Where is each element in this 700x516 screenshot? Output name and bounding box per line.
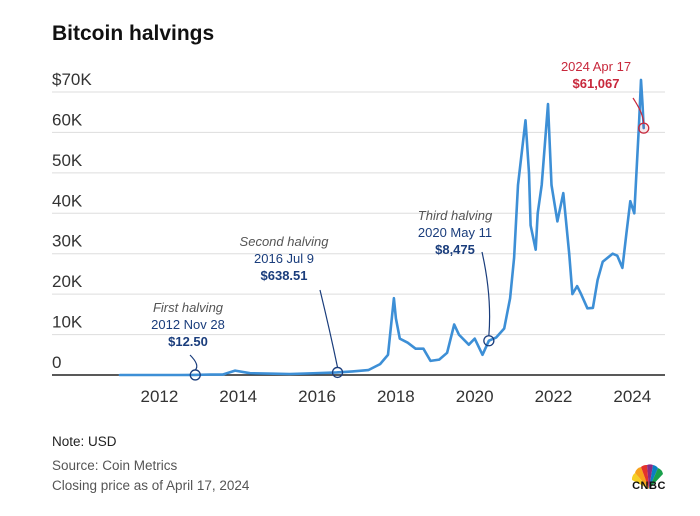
x-tick-label: 2012 <box>140 387 178 406</box>
y-axis-ticks: 0 10K 20K 30K 40K 50K 60K $70K <box>52 70 92 372</box>
annotation-leader-line <box>632 97 645 124</box>
footer-closing-note: Closing price as of April 17, 2024 <box>52 478 250 493</box>
annotation-leader-line <box>481 251 491 336</box>
x-tick-label: 2018 <box>377 387 415 406</box>
y-tick-label: 0 <box>52 353 61 372</box>
x-tick-label: 2020 <box>456 387 494 406</box>
cnbc-logo-text: CNBC <box>632 480 666 492</box>
annotation-leader-line <box>189 354 198 371</box>
annotation-label: Third halving <box>418 208 493 223</box>
x-tick-label: 2014 <box>219 387 257 406</box>
y-tick-label: 40K <box>52 191 83 210</box>
annotation-value: $8,475 <box>435 242 475 257</box>
y-tick-label: 50K <box>52 151 83 170</box>
x-tick-label: 2016 <box>298 387 336 406</box>
footer-note: Note: USD <box>52 434 117 449</box>
annotation-value: $12.50 <box>168 334 208 349</box>
annotation-value: $638.51 <box>261 268 308 283</box>
annotation-date: 2012 Nov 28 <box>151 317 225 332</box>
annotation-date: 2020 May 11 <box>418 225 492 240</box>
halving-marker <box>483 335 495 347</box>
x-axis-ticks: 2012 2014 2016 2018 2020 2022 2024 <box>140 387 651 406</box>
halving-annotations: First halving 2012 Nov 28 $12.50 Second hal… <box>151 59 650 381</box>
annotation-value: $61,067 <box>573 76 620 91</box>
halving-marker <box>189 369 201 381</box>
y-tick-label: 30K <box>52 232 83 251</box>
y-tick-label: 10K <box>52 313 83 332</box>
annotation-label: Second halving <box>240 234 330 249</box>
footer-source: Source: Coin Metrics <box>52 458 178 473</box>
halving-marker <box>638 122 650 134</box>
gridlines <box>52 91 665 336</box>
series-line-bitcoin-price <box>118 78 645 377</box>
x-tick-label: 2022 <box>535 387 573 406</box>
cnbc-peacock-icon <box>631 464 663 489</box>
annotation-date: 2016 Jul 9 <box>254 251 314 266</box>
annotation-date: 2024 Apr 17 <box>561 59 631 74</box>
y-tick-label: $70K <box>52 70 92 89</box>
chart-title: Bitcoin halvings <box>52 22 215 45</box>
x-tick-label: 2024 <box>613 387 651 406</box>
annotation-leader-line <box>319 289 339 368</box>
y-tick-label: 20K <box>52 272 83 291</box>
annotation-label: First halving <box>153 300 224 315</box>
halving-marker <box>331 366 344 379</box>
y-tick-label: 60K <box>52 110 83 129</box>
